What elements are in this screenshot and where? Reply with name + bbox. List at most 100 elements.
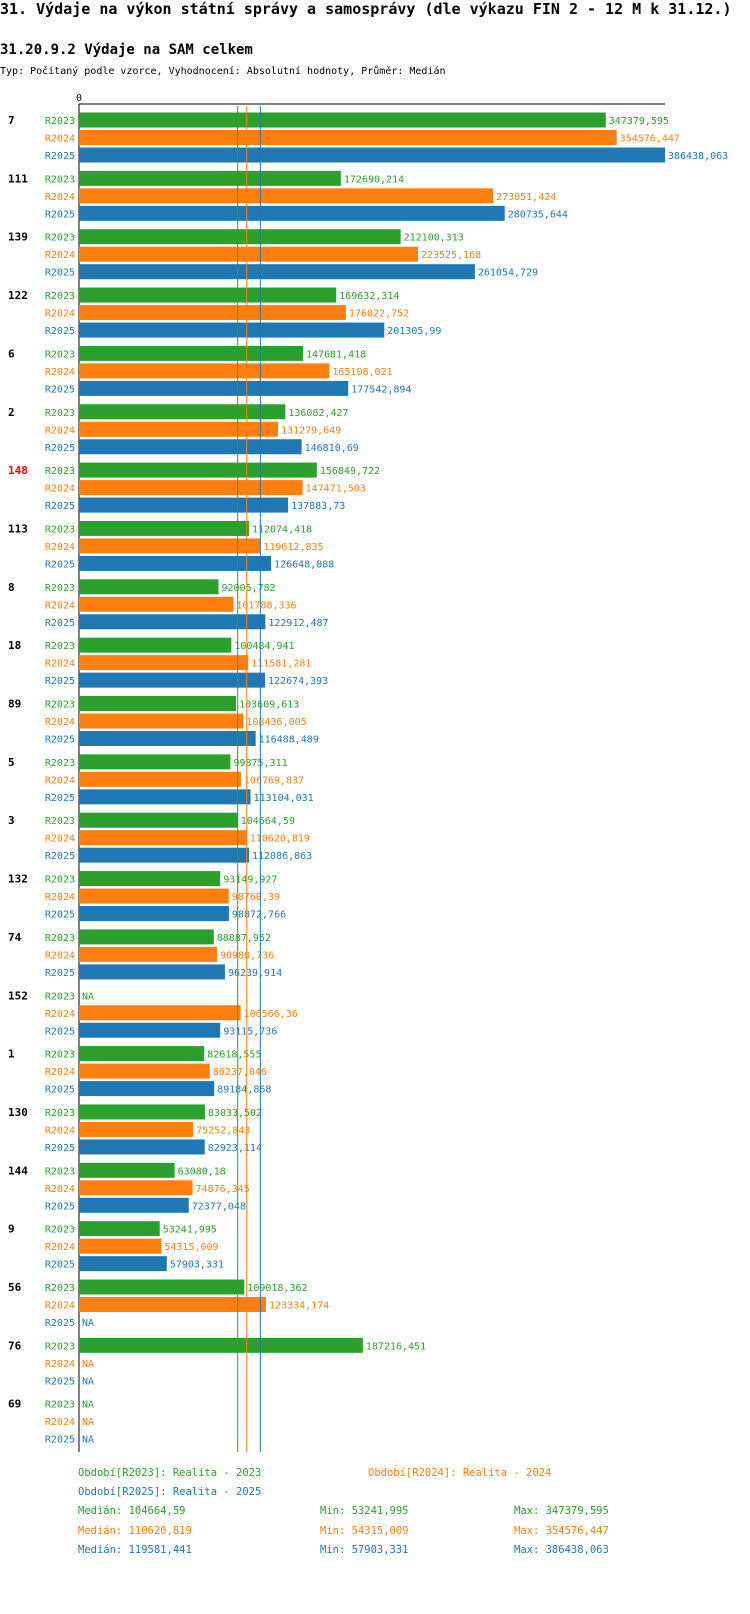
series-label: R2025	[45, 1026, 75, 1037]
series-label: R2024	[45, 1242, 75, 1253]
series-label: R2024	[45, 192, 75, 203]
category-label: 89	[8, 698, 21, 711]
bar-value-label: 112074,418	[252, 524, 312, 535]
category-label: 3	[8, 814, 15, 827]
bar	[79, 1121, 194, 1137]
series-label: R2025	[45, 501, 75, 512]
series-label: R2024	[45, 484, 75, 495]
bar-value-label: 75252,843	[196, 1125, 250, 1136]
bar-value-label: 106566,36	[244, 1009, 298, 1020]
bar-value-label: 63080,18	[178, 1166, 226, 1177]
series-label: R2025	[45, 268, 75, 279]
axis-zero-label: 0	[76, 93, 82, 104]
bar	[79, 287, 337, 303]
series-label: R2025	[45, 1260, 75, 1271]
bar-value-label: 92005,782	[222, 583, 276, 594]
series-label: R2023	[45, 1225, 75, 1236]
bar-value-label: 147471,503	[306, 484, 366, 495]
category-label: 148	[8, 464, 28, 477]
bar	[79, 1256, 167, 1272]
series-label: R2025	[45, 443, 75, 454]
bar	[79, 964, 225, 980]
bar	[79, 480, 303, 496]
bar	[79, 1162, 175, 1178]
category-label: 139	[8, 231, 28, 244]
series-label: R2024	[45, 659, 75, 670]
series-label: R2024	[45, 834, 75, 845]
chart-subtitle: 31.20.9.2 Výdaje na SAM celkem	[0, 42, 253, 58]
stat-min-r2025: Min: 57903,331	[320, 1544, 409, 1556]
bar-value-label: 111581,281	[251, 659, 311, 670]
series-label: R2025	[45, 1376, 75, 1387]
bar	[79, 888, 229, 904]
bar-value-label: 72377,048	[192, 1201, 246, 1212]
bar	[79, 462, 317, 478]
bar-value-label: NA	[82, 991, 94, 1002]
series-label: R2025	[45, 209, 75, 220]
bar	[79, 1063, 210, 1079]
series-label: R2025	[45, 1435, 75, 1446]
legend-period-r2023: Období[R2023]: Realita - 2023	[78, 1467, 262, 1479]
bar-value-label: 116488,489	[259, 735, 319, 746]
bar	[79, 713, 244, 729]
bar-value-label: 89184,868	[217, 1085, 271, 1096]
bar	[79, 1279, 245, 1295]
series-label: R2023	[45, 466, 75, 477]
category-label: 56	[8, 1281, 22, 1294]
bar	[79, 421, 279, 437]
bar	[79, 345, 303, 361]
bar	[79, 1297, 267, 1312]
category-label: 7	[8, 114, 15, 127]
bar-value-label: 347379,595	[609, 116, 669, 127]
bar-value-label: 109018,362	[247, 1283, 307, 1294]
bar	[79, 1046, 205, 1062]
bar-value-label: 354576,447	[620, 134, 680, 145]
bar-value-label: 126648,888	[274, 559, 334, 570]
bar-value-label: 103609,613	[239, 700, 299, 711]
bar-value-label: 82618,555	[207, 1050, 261, 1061]
bar	[79, 731, 256, 746]
series-label: R2023	[45, 291, 75, 302]
bar	[79, 1081, 215, 1097]
series-label: R2025	[45, 851, 75, 862]
category-label: 132	[8, 873, 28, 886]
bar-value-label: 113104,031	[254, 793, 314, 804]
series-label: R2024	[45, 542, 75, 553]
bar-value-label: 187216,451	[366, 1341, 426, 1352]
bar-chart: 0 7 R2023 347379,595 R2024 354576,447 R2025 3 86…	[8, 93, 728, 1452]
bar-value-label: 54315,009	[164, 1242, 218, 1253]
series-label: R2023	[45, 641, 75, 652]
bar-value-label: 112086,863	[252, 851, 312, 862]
bar	[79, 130, 617, 145]
bar-value-label: 212100,313	[404, 233, 464, 244]
series-label: R2024	[45, 1125, 75, 1136]
stat-median-r2023: Medián: 104664,59	[78, 1505, 186, 1517]
series-label: R2023	[45, 1108, 75, 1119]
bar	[79, 229, 401, 245]
bar-value-label: NA	[82, 1318, 94, 1329]
category-label: 2	[8, 406, 15, 419]
bar-value-label: 110620,819	[250, 834, 310, 845]
series-label: R2023	[45, 991, 75, 1002]
stat-min-r2024: Min: 54315,009	[320, 1525, 409, 1537]
bar-value-label: 136082,427	[288, 408, 348, 419]
category-label: 5	[8, 756, 15, 769]
bar-value-label: 201305,99	[387, 326, 441, 337]
series-label: R2023	[45, 583, 75, 594]
bar-value-label: 86237,046	[213, 1067, 267, 1078]
series-label: R2023	[45, 1400, 75, 1411]
series-label: R2023	[45, 1166, 75, 1177]
bar	[79, 1139, 205, 1155]
series-label: R2023	[45, 816, 75, 827]
bar	[79, 322, 385, 338]
bar	[79, 520, 249, 536]
series-label: R2023	[45, 700, 75, 711]
bar	[79, 754, 231, 770]
category-label: 144	[8, 1164, 28, 1177]
bar	[79, 637, 232, 653]
series-label: R2024	[45, 1184, 75, 1195]
bar	[79, 538, 261, 554]
bar	[79, 929, 214, 945]
bar-value-label: 108436,005	[246, 717, 306, 728]
series-label: R2024	[45, 1301, 75, 1312]
